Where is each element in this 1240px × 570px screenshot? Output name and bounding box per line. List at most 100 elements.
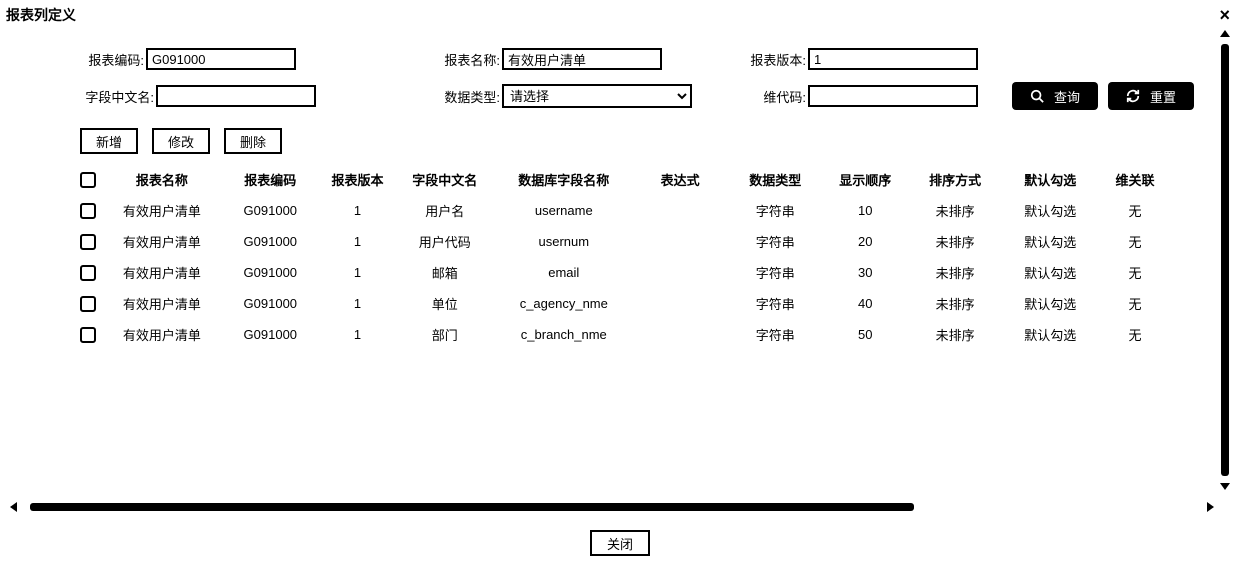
cell-data-type: 字符串: [728, 319, 823, 350]
label-field-cn-name: 字段中文名:: [80, 87, 156, 106]
scroll-down-arrow-icon[interactable]: [1220, 483, 1230, 490]
col-dimension-link: 维关联: [1098, 164, 1172, 195]
cell-report-name: 有效用户清单: [104, 288, 220, 319]
cell-data-type: 字符串: [728, 195, 823, 226]
refresh-icon: [1126, 89, 1140, 103]
table-body: 有效用户清单G0910001用户名username字符串10未排序默认勾选无有效…: [72, 195, 1172, 350]
row-checkbox[interactable]: [80, 296, 96, 312]
cell-sort-mode: 未排序: [908, 288, 1003, 319]
cell-report-code: G091000: [220, 226, 320, 257]
cell-field-cn: 单位: [395, 288, 495, 319]
close-icon[interactable]: ×: [1219, 6, 1230, 24]
edit-button[interactable]: 修改: [152, 128, 210, 154]
reset-button[interactable]: 重置: [1108, 82, 1194, 110]
title-bar: 报表列定义 ×: [6, 4, 1230, 26]
cell-expression: [633, 288, 728, 319]
cell-db-field: c_agency_nme: [495, 288, 633, 319]
data-table: 报表名称 报表编码 报表版本 字段中文名 数据库字段名称 表达式 数据类型 显示…: [72, 164, 1172, 350]
cell-report-name: 有效用户清单: [104, 257, 220, 288]
field-data-type: 数据类型: 请选择: [436, 84, 692, 108]
cell-data-type: 字符串: [728, 288, 823, 319]
cell-display-order: 40: [823, 288, 908, 319]
scroll-right-arrow-icon[interactable]: [1207, 502, 1214, 512]
table-toolbar: 新增 修改 删除: [10, 128, 1214, 154]
cell-report-name: 有效用户清单: [104, 226, 220, 257]
row-checkbox[interactable]: [80, 203, 96, 219]
field-field-cn-name: 字段中文名:: [80, 85, 316, 107]
field-report-code: 报表编码:: [80, 48, 296, 70]
cell-report-version: 1: [321, 226, 395, 257]
cell-expression: [633, 257, 728, 288]
table-row[interactable]: 有效用户清单G0910001邮箱email字符串30未排序默认勾选无: [72, 257, 1172, 288]
scroll-up-arrow-icon[interactable]: [1220, 30, 1230, 37]
search-icon: [1030, 89, 1044, 103]
cell-report-code: G091000: [220, 288, 320, 319]
input-field-cn-name[interactable]: [156, 85, 316, 107]
form-row-2: 字段中文名: 数据类型: 请选择 维代码:: [80, 82, 1214, 110]
cell-data-type: 字符串: [728, 226, 823, 257]
cell-report-version: 1: [321, 257, 395, 288]
col-report-version: 报表版本: [321, 164, 395, 195]
table-row[interactable]: 有效用户清单G0910001部门c_branch_nme字符串50未排序默认勾选…: [72, 319, 1172, 350]
input-report-name[interactable]: [502, 48, 662, 70]
input-report-version[interactable]: [808, 48, 978, 70]
table-row[interactable]: 有效用户清单G0910001用户代码usernum字符串20未排序默认勾选无: [72, 226, 1172, 257]
form-row-1: 报表编码: 报表名称: 报表版本:: [80, 48, 1214, 70]
cell-dimension-link: 无: [1098, 226, 1172, 257]
search-button[interactable]: 查询: [1012, 82, 1098, 110]
cell-expression: [633, 319, 728, 350]
cell-field-cn: 邮箱: [395, 257, 495, 288]
select-data-type[interactable]: 请选择: [502, 84, 692, 108]
horizontal-scrollbar[interactable]: [10, 502, 1214, 512]
row-checkbox[interactable]: [80, 265, 96, 281]
cell-sort-mode: 未排序: [908, 226, 1003, 257]
input-report-code[interactable]: [146, 48, 296, 70]
close-button[interactable]: 关闭: [590, 530, 650, 556]
col-display-order: 显示顺序: [823, 164, 908, 195]
reset-button-label: 重置: [1150, 87, 1176, 106]
vertical-scrollbar[interactable]: [1220, 30, 1230, 490]
row-checkbox[interactable]: [80, 234, 96, 250]
header-checkbox[interactable]: [80, 172, 96, 188]
add-button[interactable]: 新增: [80, 128, 138, 154]
cell-dimension-link: 无: [1098, 257, 1172, 288]
search-button-label: 查询: [1054, 87, 1080, 106]
cell-db-field: c_branch_nme: [495, 319, 633, 350]
col-db-field-name: 数据库字段名称: [495, 164, 633, 195]
field-dimension-code: 维代码:: [756, 85, 978, 107]
row-checkbox[interactable]: [80, 327, 96, 343]
field-report-name: 报表名称:: [436, 48, 662, 70]
cell-field-cn: 用户名: [395, 195, 495, 226]
cell-sort-mode: 未排序: [908, 319, 1003, 350]
delete-button[interactable]: 删除: [224, 128, 282, 154]
table-row[interactable]: 有效用户清单G0910001单位c_agency_nme 字符串40未排序默认勾选…: [72, 288, 1172, 319]
data-table-wrap: 报表名称 报表编码 报表版本 字段中文名 数据库字段名称 表达式 数据类型 显示…: [10, 164, 1214, 350]
cell-data-type: 字符串: [728, 257, 823, 288]
cell-display-order: 50: [823, 319, 908, 350]
col-report-code: 报表编码: [220, 164, 320, 195]
horizontal-scroll-thumb[interactable]: [30, 503, 914, 511]
cell-default-checked: 默认勾选: [1003, 319, 1098, 350]
col-field-cn-name: 字段中文名: [395, 164, 495, 195]
col-sort-mode: 排序方式: [908, 164, 1003, 195]
col-expression: 表达式: [633, 164, 728, 195]
cell-db-field: email: [495, 257, 633, 288]
cell-field-cn: 用户代码: [395, 226, 495, 257]
cell-report-version: 1: [321, 195, 395, 226]
dialog-footer: 关闭: [10, 530, 1230, 556]
cell-default-checked: 默认勾选: [1003, 288, 1098, 319]
table-row[interactable]: 有效用户清单G0910001用户名username字符串10未排序默认勾选无: [72, 195, 1172, 226]
label-report-name: 报表名称:: [436, 50, 502, 69]
vertical-scroll-thumb[interactable]: [1221, 44, 1229, 476]
label-dimension-code: 维代码:: [756, 87, 808, 106]
dialog-title: 报表列定义: [6, 5, 76, 25]
cell-default-checked: 默认勾选: [1003, 195, 1098, 226]
scroll-left-arrow-icon[interactable]: [10, 502, 17, 512]
cell-display-order: 10: [823, 195, 908, 226]
cell-report-version: 1: [321, 288, 395, 319]
field-report-version: 报表版本:: [742, 48, 978, 70]
input-dimension-code[interactable]: [808, 85, 978, 107]
cell-db-field: usernum: [495, 226, 633, 257]
cell-field-cn: 部门: [395, 319, 495, 350]
label-report-version: 报表版本:: [742, 50, 808, 69]
